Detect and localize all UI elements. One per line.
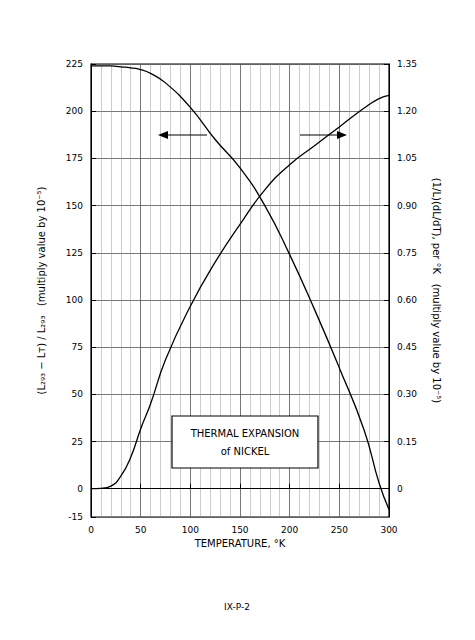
svg-text:1.05: 1.05 [397, 153, 417, 163]
svg-text:0.75: 0.75 [397, 248, 417, 258]
svg-text:(L₂₉₃ − Lᴛ) / L₂₉₃ (multiply: (L₂₉₃ − Lᴛ) / L₂₉₃ (multiply value by 10… [36, 186, 47, 394]
svg-text:1.35: 1.35 [397, 59, 417, 69]
svg-text:TEMPERATURE, °K: TEMPERATURE, °K [194, 538, 286, 549]
svg-text:250: 250 [331, 525, 348, 535]
svg-text:100: 100 [66, 295, 83, 305]
svg-text:300: 300 [380, 525, 397, 535]
svg-text:-15: -15 [68, 512, 83, 522]
svg-text:of NICKEL: of NICKEL [221, 446, 270, 457]
svg-text:0.15: 0.15 [397, 437, 417, 447]
svg-text:IX-P-2: IX-P-2 [224, 602, 250, 612]
svg-text:225: 225 [66, 59, 83, 69]
svg-text:75: 75 [72, 342, 83, 352]
svg-text:0.30: 0.30 [397, 389, 417, 399]
svg-text:THERMAL EXPANSION: THERMAL EXPANSION [190, 428, 300, 439]
svg-text:0: 0 [397, 484, 403, 494]
svg-text:100: 100 [182, 525, 199, 535]
svg-text:1.20: 1.20 [397, 106, 417, 116]
svg-text:25: 25 [72, 437, 83, 447]
svg-text:50: 50 [72, 389, 84, 399]
svg-text:0.60: 0.60 [397, 295, 417, 305]
svg-text:0.90: 0.90 [397, 201, 417, 211]
svg-text:150: 150 [231, 525, 248, 535]
svg-text:150: 150 [66, 201, 83, 211]
svg-text:200: 200 [281, 525, 298, 535]
svg-text:125: 125 [66, 248, 83, 258]
svg-text:50: 50 [135, 525, 147, 535]
svg-text:200: 200 [66, 106, 83, 116]
svg-text:0: 0 [88, 525, 94, 535]
svg-text:0: 0 [77, 484, 83, 494]
svg-text:(1/L)(dL/dT), per °K (multip: (1/L)(dL/dT), per °K (multiply value by … [431, 178, 442, 404]
svg-text:175: 175 [66, 153, 83, 163]
svg-text:0.45: 0.45 [397, 342, 417, 352]
